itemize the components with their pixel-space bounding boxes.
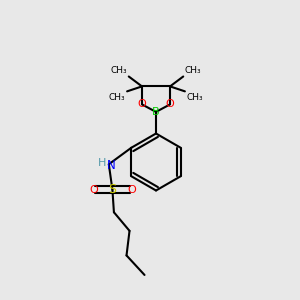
Text: H: H [98, 158, 106, 168]
Text: O: O [127, 185, 136, 195]
Text: CH₃: CH₃ [186, 93, 203, 102]
Text: O: O [166, 99, 174, 110]
Text: O: O [89, 185, 98, 195]
Text: N: N [107, 159, 116, 172]
Text: B: B [152, 107, 160, 117]
Text: O: O [138, 99, 146, 110]
Text: CH₃: CH₃ [185, 66, 201, 75]
Text: S: S [108, 183, 116, 196]
Text: CH₃: CH₃ [111, 66, 127, 75]
Text: CH₃: CH₃ [109, 93, 126, 102]
